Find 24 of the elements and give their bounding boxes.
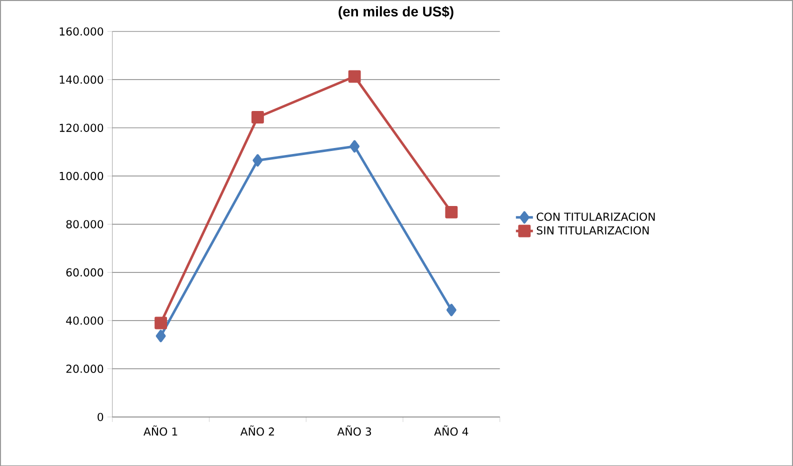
- x-tick-label: AÑO 2: [240, 425, 274, 436]
- y-tick-label: 120.000: [60, 124, 104, 132]
- y-tick-label: 140.000: [60, 75, 104, 84]
- legend-label: SIN TITULARIZACION: [536, 226, 649, 234]
- x-tick-label: AÑO 1: [144, 425, 178, 436]
- point: [252, 154, 263, 166]
- y-tick-label: 20.000: [66, 364, 104, 373]
- y-tick-label: 0: [98, 412, 104, 421]
- x-tick-label: AÑO 4: [434, 425, 468, 436]
- point: [445, 206, 458, 218]
- point: [350, 140, 360, 152]
- point: [348, 70, 361, 83]
- y-tick-label: 80.000: [66, 220, 104, 228]
- x-tick-label: AÑO 3: [337, 425, 372, 436]
- point: [251, 110, 264, 124]
- legend-label: CON TITULARIZACION: [536, 212, 655, 221]
- point: [154, 316, 168, 330]
- point: [156, 330, 166, 342]
- chart-title: (en miles de US$): [338, 6, 454, 20]
- y-tick-label: 60.000: [66, 268, 104, 276]
- y-tick-label: 160.000: [60, 27, 104, 36]
- y-tick-label: 40.000: [66, 316, 104, 325]
- y-tick-label: 100.000: [60, 172, 104, 180]
- point: [446, 304, 456, 316]
